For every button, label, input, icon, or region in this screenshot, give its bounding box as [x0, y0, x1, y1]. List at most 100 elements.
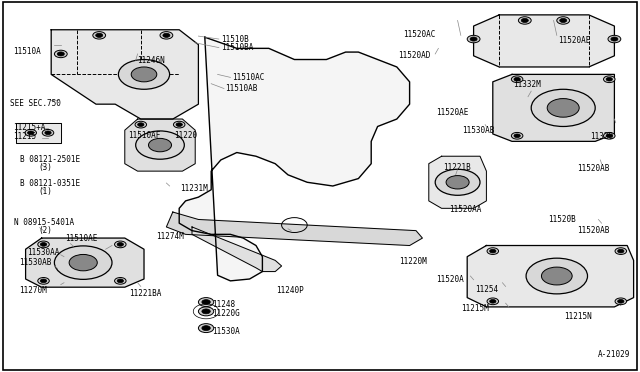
Text: 11510BA: 11510BA — [221, 43, 253, 52]
Circle shape — [28, 131, 34, 135]
Text: 11220M: 11220M — [399, 257, 427, 266]
Text: 11221BA: 11221BA — [129, 289, 162, 298]
Circle shape — [202, 326, 211, 331]
Text: 11520AE: 11520AE — [436, 108, 469, 117]
Circle shape — [604, 76, 615, 83]
Text: (3): (3) — [38, 163, 52, 172]
Text: 11215M: 11215M — [461, 304, 488, 313]
Text: 11530AB: 11530AB — [19, 258, 52, 267]
Circle shape — [96, 33, 102, 38]
Circle shape — [115, 278, 126, 284]
Circle shape — [511, 132, 523, 139]
Circle shape — [138, 123, 144, 126]
Text: 11530AB: 11530AB — [462, 126, 495, 135]
Circle shape — [604, 132, 615, 139]
Circle shape — [38, 241, 49, 248]
Circle shape — [618, 249, 624, 253]
Circle shape — [148, 138, 172, 152]
Text: B 08121-2501E: B 08121-2501E — [20, 155, 81, 164]
Polygon shape — [125, 119, 195, 171]
Circle shape — [38, 278, 49, 284]
Text: 11215: 11215 — [13, 132, 36, 141]
Text: B 08121-0351E: B 08121-0351E — [20, 179, 81, 187]
Text: 11221B: 11221B — [443, 163, 470, 172]
Text: 11270M: 11270M — [19, 286, 47, 295]
Circle shape — [490, 299, 496, 303]
Text: 11520A: 11520A — [436, 275, 464, 283]
Text: 11520AC: 11520AC — [403, 30, 436, 39]
Circle shape — [42, 129, 54, 136]
Text: 11510AB: 11510AB — [225, 84, 258, 93]
Text: 11240P: 11240P — [276, 286, 304, 295]
Circle shape — [531, 89, 595, 126]
Circle shape — [446, 176, 469, 189]
Text: (1): (1) — [38, 187, 52, 196]
Circle shape — [58, 52, 64, 56]
Circle shape — [467, 35, 480, 43]
Circle shape — [470, 37, 477, 41]
Text: 11520AB: 11520AB — [577, 164, 610, 173]
Text: A-21029: A-21029 — [598, 350, 630, 359]
Text: 11510AC: 11510AC — [232, 73, 264, 82]
Text: 11215+A: 11215+A — [13, 123, 45, 132]
Circle shape — [40, 243, 47, 246]
Text: SEE SEC.750: SEE SEC.750 — [10, 99, 60, 108]
Text: 11520B: 11520B — [548, 215, 576, 224]
Circle shape — [487, 248, 499, 254]
Circle shape — [117, 243, 124, 246]
Text: 11246N: 11246N — [138, 56, 165, 65]
Text: 11510B: 11510B — [221, 35, 248, 44]
Circle shape — [514, 77, 520, 81]
Text: 11520AD: 11520AD — [398, 51, 431, 60]
Circle shape — [93, 32, 106, 39]
Circle shape — [560, 19, 567, 23]
Circle shape — [615, 248, 627, 254]
Text: 11220: 11220 — [174, 131, 197, 140]
Circle shape — [173, 121, 185, 128]
Text: 11530A: 11530A — [212, 327, 240, 336]
Circle shape — [45, 131, 51, 135]
Circle shape — [487, 298, 499, 305]
Text: 11332M: 11332M — [513, 80, 541, 89]
Circle shape — [25, 129, 36, 136]
Circle shape — [202, 299, 211, 305]
Text: 11520AB: 11520AB — [577, 226, 610, 235]
Polygon shape — [51, 30, 198, 119]
Circle shape — [118, 60, 170, 89]
Polygon shape — [26, 238, 144, 287]
Text: 11248: 11248 — [212, 300, 236, 309]
Circle shape — [606, 77, 612, 81]
Circle shape — [198, 324, 214, 333]
Circle shape — [521, 19, 528, 23]
Circle shape — [606, 134, 612, 138]
Text: 11215N: 11215N — [564, 312, 592, 321]
Circle shape — [202, 309, 211, 314]
Polygon shape — [179, 37, 410, 281]
Circle shape — [526, 258, 588, 294]
Circle shape — [69, 254, 97, 271]
Text: 11231M: 11231M — [180, 184, 208, 193]
Text: (2): (2) — [38, 226, 52, 235]
Circle shape — [136, 131, 184, 159]
Circle shape — [611, 37, 618, 41]
Circle shape — [435, 169, 480, 195]
Circle shape — [615, 298, 627, 305]
Text: 11530AA: 11530AA — [27, 248, 60, 257]
Text: 11510A: 11510A — [13, 47, 40, 56]
Circle shape — [511, 76, 523, 83]
Text: 11220G: 11220G — [212, 309, 240, 318]
Text: 11510AE: 11510AE — [65, 234, 98, 243]
Text: 11520AA: 11520AA — [449, 205, 482, 214]
Circle shape — [608, 35, 621, 43]
Polygon shape — [493, 74, 614, 141]
Text: N 08915-5401A: N 08915-5401A — [14, 218, 74, 227]
Text: 11510AF: 11510AF — [128, 131, 161, 140]
Circle shape — [160, 32, 173, 39]
Circle shape — [131, 67, 157, 82]
Circle shape — [198, 298, 214, 307]
Circle shape — [135, 121, 147, 128]
Circle shape — [557, 17, 570, 24]
Polygon shape — [166, 212, 422, 246]
Circle shape — [547, 99, 579, 117]
Polygon shape — [16, 123, 61, 143]
